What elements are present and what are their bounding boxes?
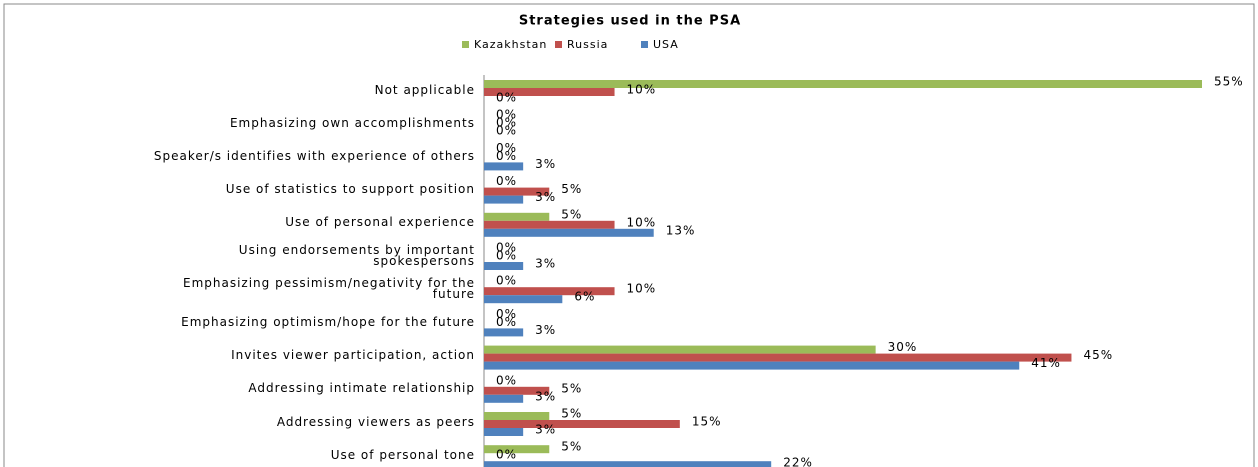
bar	[484, 394, 524, 403]
value-label: 0%	[496, 174, 517, 188]
category-label: Addressing intimate relationship	[248, 381, 475, 396]
bar	[484, 386, 550, 395]
category-label: Addressing viewers as peers	[276, 414, 475, 429]
value-label: 3%	[535, 389, 556, 403]
value-label: 0%	[496, 108, 517, 122]
bar	[484, 220, 615, 229]
value-label: 22%	[783, 456, 813, 467]
category-label: Using endorsements by important spokespe…	[238, 243, 475, 268]
category-label: Use of personal tone	[330, 447, 475, 462]
value-label: 45%	[1083, 348, 1113, 362]
bar	[484, 228, 654, 237]
legend-swatch	[641, 41, 648, 48]
value-label: 0%	[496, 124, 517, 138]
value-label: 0%	[496, 307, 517, 321]
value-label: 3%	[535, 157, 556, 171]
bar	[484, 262, 524, 270]
bar	[484, 88, 615, 96]
value-label: 3%	[535, 257, 556, 271]
bar	[484, 187, 550, 196]
category-label: Emphasizing own accomplishments	[229, 115, 475, 130]
bar	[484, 295, 563, 304]
category-label: Use of personal experience	[285, 215, 475, 230]
value-label: 13%	[666, 223, 696, 237]
value-label: 10%	[627, 83, 657, 97]
value-label: 0%	[496, 141, 517, 155]
legend-label: Russia	[567, 38, 608, 51]
value-label: 6%	[574, 290, 595, 304]
category-label: Not applicable	[374, 82, 475, 97]
legend-swatch	[462, 41, 469, 48]
value-label: 5%	[561, 182, 582, 196]
category-label: Emphasizing pessimism/negativity for the…	[182, 276, 475, 302]
value-label: 0%	[496, 116, 517, 130]
bar	[484, 212, 550, 221]
bar	[484, 428, 524, 436]
value-label: 5%	[561, 407, 582, 421]
bar	[484, 420, 680, 428]
legend-swatch	[555, 41, 562, 48]
value-label: 3%	[535, 190, 556, 204]
category-label: Invites viewer participation, action	[231, 348, 475, 363]
value-label: 0%	[496, 149, 517, 163]
category-label: Speaker/s identifies with experience of …	[153, 148, 475, 163]
chart-title: Strategies used in the PSA	[519, 14, 741, 29]
legend-label: USA	[653, 38, 679, 51]
value-label: 0%	[496, 249, 517, 263]
bar	[484, 345, 876, 354]
value-label: 30%	[888, 340, 918, 354]
bar	[484, 445, 550, 454]
category-label: Emphasizing optimism/hope for the future	[181, 314, 475, 329]
bar	[484, 287, 615, 296]
bar	[484, 361, 1020, 370]
value-label: 3%	[535, 423, 556, 437]
chart-frame	[3, 3, 1255, 467]
value-label: 10%	[627, 282, 657, 296]
value-label: 0%	[496, 315, 517, 329]
value-label: 10%	[627, 215, 657, 229]
value-label: 0%	[496, 91, 517, 105]
value-label: 15%	[692, 415, 722, 429]
category-label: Use of statistics to support position	[225, 182, 475, 197]
value-label: 5%	[561, 440, 582, 454]
bar	[484, 461, 772, 467]
bar	[484, 353, 1072, 362]
legend-label: Kazakhstan	[474, 38, 547, 51]
value-label: 0%	[496, 373, 517, 387]
bar	[484, 412, 550, 420]
bar	[484, 162, 524, 171]
bar	[484, 80, 1202, 88]
value-label: 3%	[535, 323, 556, 337]
value-label: 0%	[496, 448, 517, 462]
value-label: 5%	[561, 381, 582, 395]
value-label: 41%	[1031, 356, 1061, 370]
value-label: 0%	[496, 241, 517, 255]
value-label: 5%	[561, 207, 582, 221]
bar	[484, 328, 524, 337]
value-label: 0%	[496, 274, 517, 288]
bar	[484, 195, 524, 204]
value-label: 55%	[1214, 75, 1244, 89]
